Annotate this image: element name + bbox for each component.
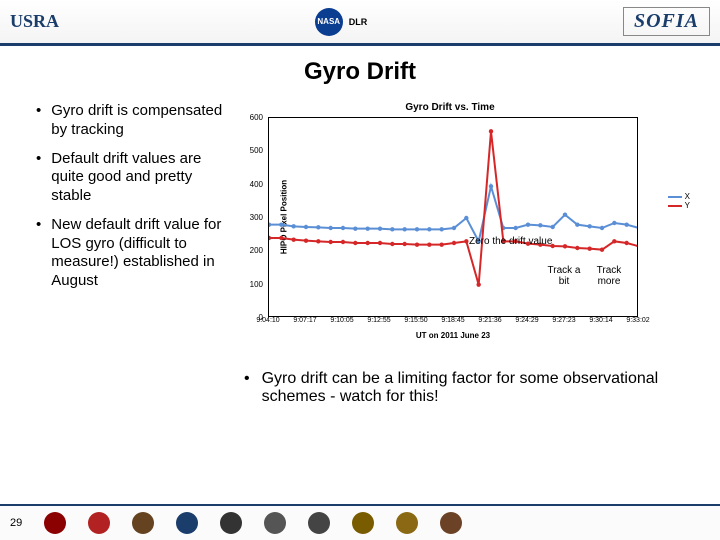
sofia-logo: SOFIA <box>623 7 710 36</box>
legend-y: Y <box>668 201 690 210</box>
footer-logo-6-icon <box>264 512 286 534</box>
x-tick-label: 9:12:55 <box>367 317 390 324</box>
left-bullet-list: Gyro drift is compensated by tracking De… <box>20 102 230 291</box>
body: Gyro drift is compensated by tracking De… <box>0 86 720 406</box>
page-number: 29 <box>10 517 22 529</box>
x-tick-label: 9:30:14 <box>589 317 612 324</box>
bullet-3: New default drift value for LOS gyro (di… <box>20 216 230 291</box>
y-tick-label: 500 <box>250 146 263 155</box>
legend-x: X <box>668 192 690 201</box>
nasa-logo-icon: NASA <box>315 8 343 36</box>
x-tick-label: 9:10:05 <box>330 317 353 324</box>
dlr-logo: DLR <box>349 17 368 27</box>
header-bar: USRA NASA DLR SOFIA <box>0 0 720 46</box>
usra-logo: USRA <box>10 11 59 32</box>
footer-logo-9-icon <box>396 512 418 534</box>
chart-title: Gyro Drift vs. Time <box>240 102 660 113</box>
legend-x-label: X <box>685 192 690 201</box>
bullet-2: Default drift values are quite good and … <box>20 150 230 206</box>
footer-logo-3-icon <box>132 512 154 534</box>
legend-x-swatch <box>668 196 682 198</box>
header-left: USRA <box>10 11 59 32</box>
annot-track-a-bit: Track a bit <box>544 265 584 287</box>
x-tick-label: 9:33:02 <box>626 317 649 324</box>
footer-logo-4-icon <box>176 512 198 534</box>
x-axis-title: UT on 2011 June 23 <box>268 331 638 340</box>
chart-legend: X Y <box>668 192 690 210</box>
x-tick-label: 9:27:23 <box>552 317 575 324</box>
y-tick-label: 100 <box>250 280 263 289</box>
annot-zero-text: Zero the drift value <box>469 236 552 247</box>
x-tick-label: 9:21:36 <box>478 317 501 324</box>
legend-y-label: Y <box>685 201 690 210</box>
annot-zero: Zero the drift value <box>469 236 552 247</box>
footer-logo-1-icon <box>44 512 66 534</box>
header-center: NASA DLR <box>315 8 368 36</box>
x-tick-label: 9:07:17 <box>293 317 316 324</box>
y-tick-label: 200 <box>250 246 263 255</box>
annot-track-more-text: Track more <box>597 265 622 287</box>
x-tick-label: 9:24:29 <box>515 317 538 324</box>
footer-logo-2-icon <box>88 512 110 534</box>
footer-bar: 29 <box>0 504 720 540</box>
header-right: SOFIA <box>623 7 710 36</box>
chart-wrap: Gyro Drift vs. Time HIPO Pixel Position … <box>240 102 660 340</box>
page-title: Gyro Drift <box>0 58 720 86</box>
footer-logo-10-icon <box>440 512 462 534</box>
bullet-2-text: Default drift values are quite good and … <box>51 150 230 206</box>
footer-logo-7-icon <box>308 512 330 534</box>
x-tick-label: 9:18:45 <box>441 317 464 324</box>
x-axis-labels: 9:04:109:07:179:10:059:12:559:15:509:18:… <box>268 317 638 329</box>
y-tick-label: 400 <box>250 180 263 189</box>
left-column: Gyro drift is compensated by tracking De… <box>20 102 230 406</box>
bullet-1-text: Gyro drift is compensated by tracking <box>51 102 230 140</box>
bullet-1: Gyro drift is compensated by tracking <box>20 102 230 140</box>
footer-logo-5-icon <box>220 512 242 534</box>
x-tick-label: 9:04:10 <box>256 317 279 324</box>
legend-y-swatch <box>668 205 682 207</box>
annot-track-more: Track more <box>589 265 629 287</box>
annot-track-a-bit-text: Track a bit <box>548 265 581 287</box>
bottom-bullet: Gyro drift can be a limiting factor for … <box>240 370 700 406</box>
footer-logo-8-icon <box>352 512 374 534</box>
x-tick-label: 9:15:50 <box>404 317 427 324</box>
y-tick-label: 600 <box>250 113 263 122</box>
chart-plot-area: HIPO Pixel Position Zero the drift value… <box>268 117 638 317</box>
y-tick-label: 300 <box>250 213 263 222</box>
bullet-3-text: New default drift value for LOS gyro (di… <box>51 216 230 291</box>
right-column: Gyro Drift vs. Time HIPO Pixel Position … <box>240 102 700 406</box>
bottom-bullet-text: Gyro drift can be a limiting factor for … <box>262 370 700 406</box>
